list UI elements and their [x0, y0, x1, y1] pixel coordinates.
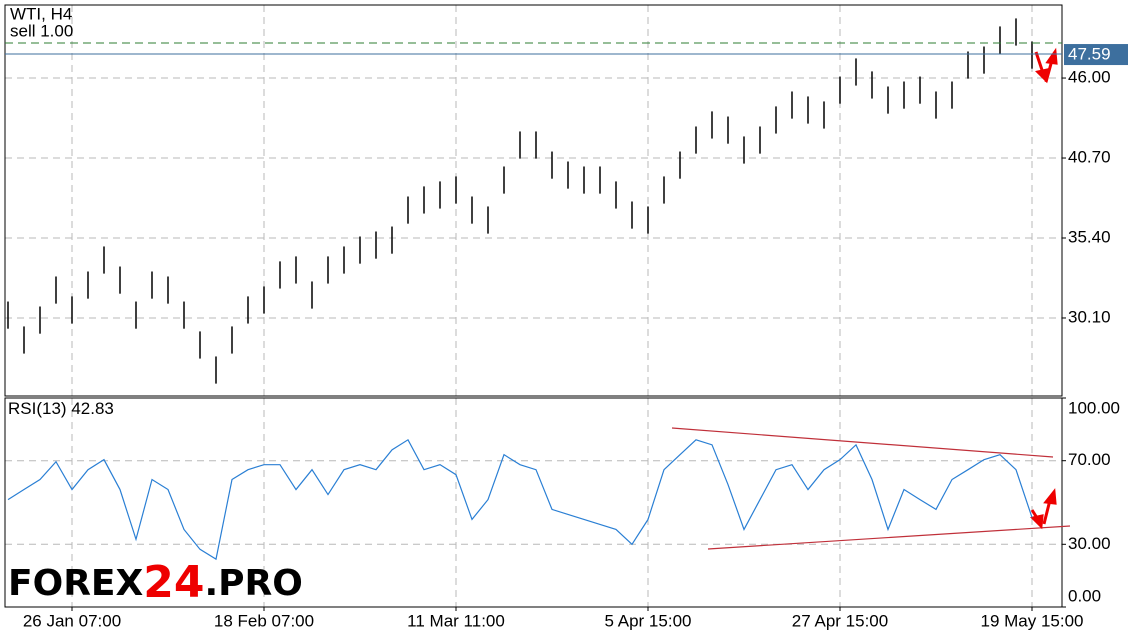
watermark-part: FOREX: [8, 563, 144, 604]
y-tick-label: 100.00: [1068, 398, 1120, 417]
y-tick-label: 0.00: [1068, 586, 1101, 605]
price-tag: [1064, 44, 1128, 66]
y-tick-label: 70.00: [1068, 450, 1111, 469]
x-tick-label: 27 Apr 15:00: [792, 611, 888, 630]
x-tick-label: 18 Feb 07:00: [214, 611, 314, 630]
rsi-line: [7, 438, 1033, 561]
watermark: FOREX24.PRO: [8, 557, 303, 608]
y-tick-label: 40.70: [1068, 148, 1111, 167]
rsi-panel: [4, 397, 1063, 608]
trendline: [707, 525, 1071, 550]
x-tick-label: 26 Jan 07:00: [23, 611, 121, 630]
rsi-current: 42.83: [71, 399, 114, 418]
x-tick-label: 11 Mar 11:00: [407, 611, 505, 630]
watermark-part: 24: [143, 557, 204, 608]
watermark-part: .PRO: [205, 563, 303, 604]
symbol-title: WTI, H4: [10, 4, 72, 23]
arrows: [1030, 47, 1058, 530]
y-tick-label: 46.00: [1068, 68, 1111, 87]
y-tick-label: 30.00: [1068, 534, 1111, 553]
y-tick-label: 30.10: [1068, 307, 1111, 326]
trendline: [671, 427, 1054, 458]
price-panel: [4, 4, 1063, 397]
y-tick-label: 35.40: [1068, 227, 1111, 246]
rsi-title: RSI(13) 42.83: [8, 399, 114, 418]
x-tick-label: 5 Apr 15:00: [605, 611, 692, 630]
price-tag-label: 47.59: [1068, 45, 1111, 64]
rsi-name: RSI(13): [8, 399, 67, 418]
order-label: sell 1.00: [10, 21, 73, 40]
x-tick-label: 19 May 15:00: [980, 611, 1083, 630]
